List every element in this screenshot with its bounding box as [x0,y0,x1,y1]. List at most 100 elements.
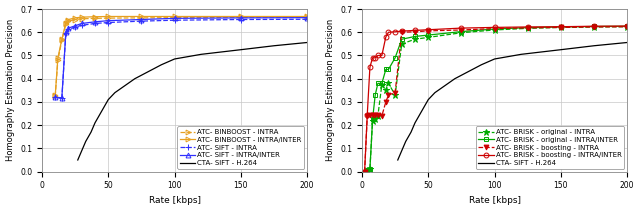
Y-axis label: Homography Estimation Precision: Homography Estimation Precision [326,19,335,161]
ATC- BRISK - original - INTRA [398,42,406,45]
CTA- SIFT - H.264 [517,53,525,56]
CTA- SIFT - H.264 [418,110,426,113]
Line: ATC- BRISK - boosting - INTRA/INTER: ATC- BRISK - boosting - INTRA/INTER [362,24,630,174]
CTA- SIFT - H.264 [464,70,472,73]
ATC- SIFT - INTRA/INTER [51,96,59,99]
ATC- BRISK - original - INTRA/INTER [382,68,390,71]
ATC- BINBOOST - INTRA [104,17,112,19]
ATC- SIFT - INTRA/INTER [303,16,311,19]
ATC- BRISK - boosting - INTRA/INTER [424,28,432,31]
ATC- BRISK - boosting - INTRA/INTER [623,25,631,27]
ATC- SIFT - INTRA/INTER [237,16,244,19]
CTA- SIFT - H.264 [394,159,402,161]
CTA- SIFT - H.264 [411,121,419,124]
ATC- BRISK - boosting - INTRA [374,113,381,116]
ATC- SIFT - INTRA [104,21,112,24]
ATC- BRISK - boosting - INTRA [590,26,598,28]
CTA- SIFT - H.264 [451,77,459,80]
ATC- SIFT - INTRA/INTER [71,24,79,27]
ATC- BRISK - original - INTRA [385,82,392,85]
Line: ATC- SIFT - INTRA: ATC- SIFT - INTRA [52,16,310,101]
X-axis label: Rate [kbps]: Rate [kbps] [468,196,520,205]
ATC- BINBOOST - INTRA [54,59,61,61]
ATC- BRISK - boosting - INTRA/INTER [590,25,598,28]
ATC- BRISK - original - INTRA [391,94,399,96]
Line: CTA- SIFT - H.264: CTA- SIFT - H.264 [398,42,627,160]
Legend: ATC- BINBOOST - INTRA, ATC- BINBOOST - INTRA/INTER, ATC- SIFT - INTRA, ATC- SIFT: ATC- BINBOOST - INTRA, ATC- BINBOOST - I… [177,126,305,169]
X-axis label: Rate [kbps]: Rate [kbps] [148,196,200,205]
CTA- SIFT - H.264 [78,149,86,152]
ATC- BINBOOST - INTRA/INTER [54,57,61,59]
ATC- SIFT - INTRA [51,96,59,99]
ATC- BINBOOST - INTRA/INTER [171,15,179,18]
Line: ATC- BINBOOST - INTRA: ATC- BINBOOST - INTRA [52,15,310,99]
CTA- SIFT - H.264 [118,87,125,89]
ATC- BRISK - original - INTRA [590,26,598,28]
ATC- BRISK - boosting - INTRA/INTER [366,66,374,68]
Line: ATC- SIFT - INTRA/INTER: ATC- SIFT - INTRA/INTER [52,15,310,100]
ATC- BRISK - boosting - INTRA/INTER [374,54,381,57]
ATC- SIFT - INTRA/INTER [65,27,72,29]
CTA- SIFT - H.264 [438,87,445,89]
ATC- BINBOOST - INTRA/INTER [78,16,86,18]
CTA- SIFT - H.264 [407,131,415,134]
CTA- SIFT - H.264 [98,110,106,113]
ATC- SIFT - INTRA [138,20,145,22]
ATC- SIFT - INTRA [237,18,244,21]
ATC- BINBOOST - INTRA [58,39,66,42]
ATC- BRISK - original - INTRA [366,168,374,171]
ATC- BRISK - boosting - INTRA/INTER [411,29,419,32]
ATC- BINBOOST - INTRA [78,17,86,20]
ATC- BRISK - original - INTRA/INTER [361,170,369,173]
ATC- BINBOOST - INTRA/INTER [65,18,72,21]
ATC- BRISK - original - INTRA [424,36,432,39]
ATC- BRISK - original - INTRA [458,31,465,34]
CTA- SIFT - H.264 [144,70,152,73]
ATC- BRISK - original - INTRA/INTER [364,169,371,172]
ATC- BRISK - original - INTRA [411,38,419,40]
ATC- SIFT - INTRA [78,24,86,27]
ATC- BRISK - boosting - INTRA/INTER [491,26,499,29]
ATC- SIFT - INTRA/INTER [171,17,179,20]
CTA- SIFT - H.264 [87,131,95,134]
ATC- BRISK - boosting - INTRA [491,27,499,30]
ATC- BRISK - original - INTRA/INTER [369,118,376,121]
ATC- BINBOOST - INTRA/INTER [104,15,112,18]
ATC- BRISK - original - INTRA [557,26,564,29]
CTA- SIFT - H.264 [303,41,311,44]
ATC- BRISK - boosting - INTRA/INTER [361,170,369,173]
ATC- SIFT - INTRA/INTER [78,22,86,25]
CTA- SIFT - H.264 [623,41,631,44]
ATC- BRISK - boosting - INTRA/INTER [524,26,532,28]
ATC- BRISK - boosting - INTRA [382,101,390,103]
CTA- SIFT - H.264 [111,91,119,94]
CTA- SIFT - H.264 [91,121,99,124]
ATC- BRISK - original - INTRA [623,25,631,28]
ATC- BINBOOST - INTRA [171,16,179,19]
ATC- SIFT - INTRA [171,19,179,22]
ATC- BRISK - original - INTRA/INTER [378,82,386,85]
ATC- BRISK - original - INTRA/INTER [524,26,532,29]
CTA- SIFT - H.264 [131,77,139,80]
ATC- BRISK - boosting - INTRA/INTER [398,30,406,32]
ATC- SIFT - INTRA/INTER [62,31,70,34]
ATC- SIFT - INTRA/INTER [104,19,112,22]
ATC- BRISK - boosting - INTRA [366,113,374,116]
ATC- BINBOOST - INTRA/INTER [91,15,99,18]
ATC- BINBOOST - INTRA [138,16,145,19]
ATC- BINBOOST - INTRA [303,16,311,19]
ATC- SIFT - INTRA [303,18,311,21]
ATC- BRISK - boosting - INTRA [458,29,465,31]
ATC- BRISK - original - INTRA/INTER [411,35,419,38]
ATC- BINBOOST - INTRA/INTER [303,15,311,18]
ATC- BINBOOST - INTRA [51,95,59,97]
ATC- BINBOOST - INTRA/INTER [138,15,145,18]
ATC- BRISK - boosting - INTRA [623,25,631,28]
ATC- BRISK - original - INTRA/INTER [623,25,631,28]
CTA- SIFT - H.264 [270,44,278,47]
ATC- BRISK - original - INTRA [374,115,381,117]
ATC- BRISK - original - INTRA/INTER [398,38,406,40]
ATC- BRISK - original - INTRA/INTER [385,68,392,71]
ATC- BRISK - boosting - INTRA/INTER [557,25,564,28]
CTA- SIFT - H.264 [197,53,205,56]
